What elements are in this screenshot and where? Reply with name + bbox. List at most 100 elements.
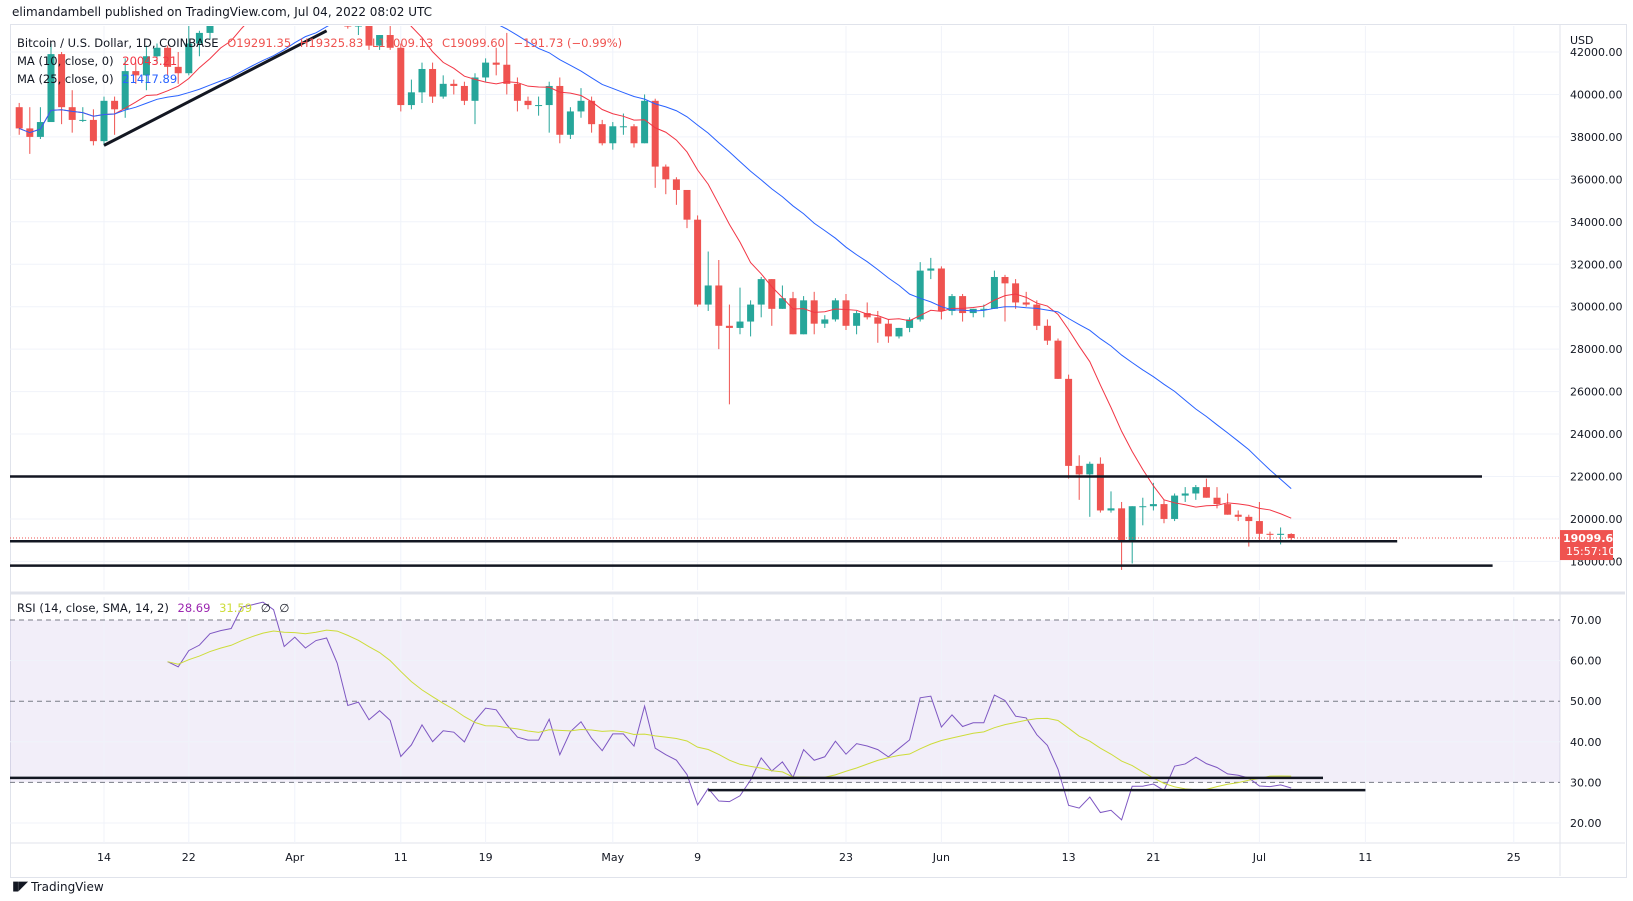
candle: [609, 122, 617, 150]
candle-body: [768, 279, 776, 309]
candle: [36, 107, 44, 140]
candle-body: [1224, 504, 1232, 515]
candle: [630, 124, 638, 148]
candle: [1001, 274, 1009, 322]
candle: [810, 291, 818, 335]
last-price-badge: [1560, 530, 1613, 561]
rsi-extra-2: ∅: [279, 601, 290, 615]
candle: [800, 296, 808, 335]
candle-body: [556, 85, 564, 135]
candle-body: [630, 126, 638, 144]
price-axis-label: 38000.00: [1570, 131, 1623, 144]
symbol-title[interactable]: Bitcoin / U.S. Dollar, 1D, COINBASE: [17, 36, 219, 50]
time-axis-label: 22: [182, 851, 196, 864]
rsi-sma-line: [167, 629, 1292, 791]
candle-body: [863, 313, 871, 318]
candle: [736, 287, 744, 335]
candle: [588, 96, 596, 133]
candle: [683, 189, 691, 229]
candle-body: [672, 179, 680, 190]
candle-body: [344, 26, 352, 27]
candle-body: [662, 166, 670, 180]
candle-body: [990, 276, 998, 309]
rsi-pane: [10, 601, 1366, 821]
candle: [439, 75, 447, 99]
candle: [694, 215, 702, 307]
candle-body: [1118, 508, 1126, 541]
time-axis-label: 11: [394, 851, 408, 864]
candle-body: [1128, 506, 1136, 541]
candle-body: [619, 126, 627, 128]
ma25-legend[interactable]: MA (25, close, 0) 21417.89: [17, 72, 182, 86]
candle: [1128, 506, 1136, 564]
time-axis-label: 13: [1062, 851, 1076, 864]
candle: [662, 164, 670, 195]
candle-body: [1065, 378, 1073, 466]
time-axis-label: 19: [479, 851, 493, 864]
candle-body: [789, 298, 797, 335]
time-axis-label: Jul: [1252, 851, 1266, 864]
candle: [725, 304, 733, 405]
candle-body: [609, 126, 617, 144]
candle-body: [1043, 325, 1051, 341]
candle-body: [1054, 340, 1062, 379]
candle-body: [1266, 533, 1274, 535]
price-axis-label: 42000.00: [1570, 46, 1623, 59]
candle-body: [524, 100, 532, 106]
candle-body: [715, 285, 723, 326]
candle: [418, 62, 426, 103]
candle-body: [948, 296, 956, 311]
candle: [164, 45, 172, 76]
candle: [195, 30, 203, 57]
candle-body: [1192, 487, 1200, 494]
candle-body: [460, 85, 468, 101]
publisher-caption: elimandambell published on TradingView.c…: [12, 5, 432, 19]
candle: [556, 77, 564, 144]
candle-body: [831, 300, 839, 320]
candle-body: [1149, 504, 1157, 507]
price-axis-label: 28000.00: [1570, 343, 1623, 356]
price-axis-label: 22000.00: [1570, 471, 1623, 484]
candle: [1287, 533, 1295, 540]
rsi-legend[interactable]: RSI (14, close, SMA, 14, 2) 28.69 31.59 …: [17, 601, 294, 615]
tradingview-logo-icon: ▮◤: [12, 879, 28, 894]
candle-body: [407, 92, 415, 106]
candle-body: [1234, 514, 1242, 517]
candle: [566, 107, 574, 140]
ma10-legend[interactable]: MA (10, close, 0) 20043.21: [17, 54, 182, 68]
candle-body: [111, 100, 119, 110]
candle: [1224, 493, 1232, 515]
candle-body: [1277, 533, 1285, 535]
candle: [58, 52, 66, 125]
candle-body: [778, 298, 786, 309]
ma10-label: MA (10, close, 0): [17, 54, 114, 68]
candle: [153, 43, 161, 63]
candle-body: [217, 3, 224, 9]
ma10-value: 20043.21: [122, 54, 178, 68]
candle: [524, 96, 532, 110]
footer-brand[interactable]: TradingView: [31, 879, 104, 894]
candle-body: [439, 83, 447, 97]
candle-body: [228, 0, 235, 3]
candle-body: [927, 268, 935, 271]
candle-body: [15, 107, 23, 129]
candle-body: [1086, 463, 1094, 475]
candle-body: [376, 35, 384, 46]
candle: [757, 276, 765, 318]
rsi-label: RSI (14, close, SMA, 14, 2): [17, 601, 169, 615]
candle: [407, 79, 415, 110]
candle-body: [683, 189, 691, 220]
candle: [1192, 484, 1200, 500]
price-axis-label: 36000.00: [1570, 173, 1623, 186]
candle: [863, 302, 871, 320]
candle: [79, 107, 87, 123]
rsi-extra-1: ∅: [260, 601, 271, 615]
candle: [47, 43, 55, 123]
candle: [429, 62, 437, 103]
candle: [185, 26, 193, 76]
candle-body: [386, 35, 394, 48]
ohlc-close: C19099.60: [441, 36, 505, 50]
ma10-line: [19, 26, 1292, 519]
candle: [577, 88, 585, 118]
